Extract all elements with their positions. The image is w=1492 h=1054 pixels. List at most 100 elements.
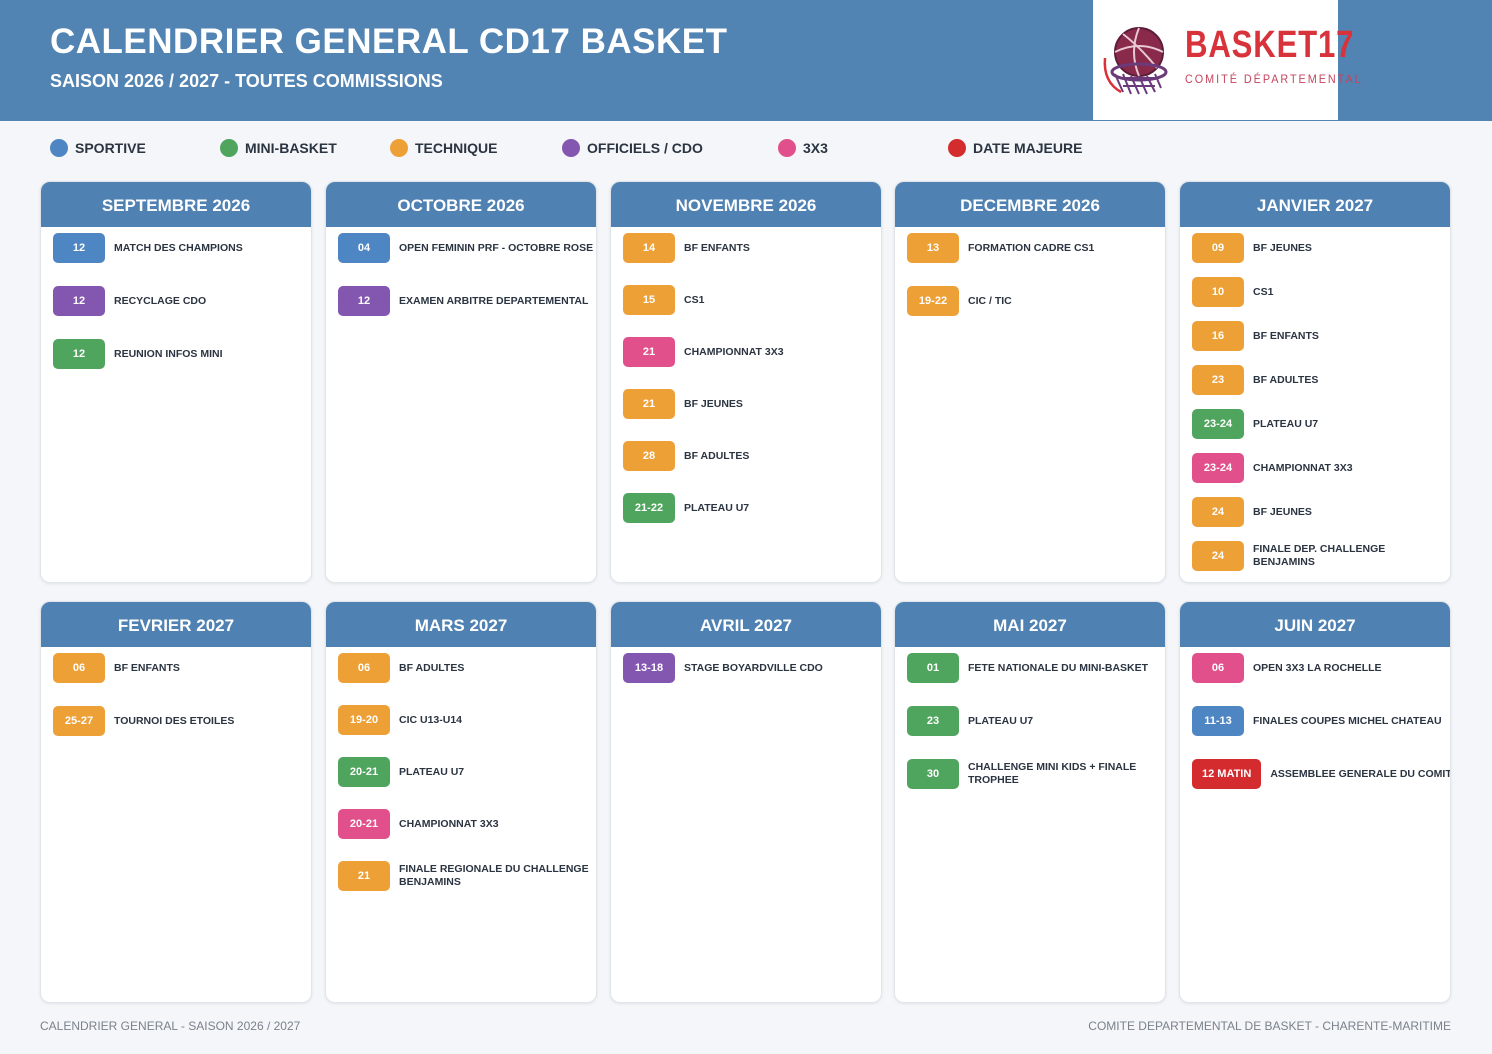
event-date-badge: 12 MATIN [1192, 759, 1262, 789]
event-label: PLATEAU U7 [968, 714, 1034, 727]
event-item: 13-18 STAGE BOYARDVILLE CDO [623, 653, 881, 683]
event-label: BF ADULTES [1253, 373, 1319, 386]
event-label: EXAMEN ARBITRE DEPARTEMENTAL [399, 294, 589, 307]
month-card: OCTOBRE 2026 04 OPEN FEMININ PRF - OCTOBRE… [325, 181, 597, 583]
event-label: ASSEMBLEE GENERALE DU COMITE [1270, 767, 1451, 780]
legend-dot-icon [948, 139, 966, 157]
event-item: 14 BF ENFANTS [623, 233, 881, 263]
event-label: REUNION INFOS MINI [114, 347, 223, 360]
event-date-badge: 24 [1192, 497, 1244, 527]
event-item: 24 FINALE DEP. CHALLENGE BENJAMINS [1192, 541, 1450, 571]
event-date-badge: 12 [53, 233, 105, 263]
event-item: 10 CS1 [1192, 277, 1450, 307]
legend-item: SPORTIVE [50, 139, 146, 157]
event-label: BF JEUNES [684, 397, 743, 410]
event-date-badge: 06 [53, 653, 105, 683]
event-label: BF JEUNES [1253, 505, 1312, 518]
event-date-badge: 21 [623, 337, 675, 367]
event-date-badge: 20-21 [338, 757, 390, 787]
event-date-badge: 11-13 [1192, 706, 1244, 736]
event-date-badge: 23 [907, 706, 959, 736]
event-item: 20-21 CHAMPIONNAT 3X3 [338, 809, 596, 839]
month-title: JANVIER 2027 [1180, 182, 1450, 227]
event-item: 01 FETE NATIONALE DU MINI-BASKET [907, 653, 1165, 683]
legend-label: TECHNIQUE [415, 140, 498, 156]
legend-item: DATE MAJEURE [948, 139, 1082, 157]
page-subtitle: SAISON 2026 / 2027 - TOUTES COMMISSIONS [50, 71, 443, 91]
legend-dot-icon [220, 139, 238, 157]
event-item: 21 CHAMPIONNAT 3X3 [623, 337, 881, 367]
event-label: CS1 [684, 293, 705, 306]
month-card: JANVIER 2027 09 BF JEUNES 10 CS1 16 BF ENFANTS… [1179, 181, 1451, 583]
basketball-logo-icon [1103, 27, 1168, 95]
event-label: BF ENFANTS [114, 661, 180, 674]
event-date-badge: 21-22 [623, 493, 675, 523]
event-label: CHAMPIONNAT 3X3 [399, 817, 499, 830]
event-label: STAGE BOYARDVILLE CDO [684, 661, 823, 674]
event-label: CHALLENGE MINI KIDS + FINALE TROPHEE [968, 761, 1137, 786]
event-item: 12 MATCH DES CHAMPIONS [53, 233, 311, 263]
event-label: OPEN FEMININ PRF - OCTOBRE ROSE [399, 241, 594, 254]
event-item: 23 PLATEAU U7 [907, 706, 1165, 736]
month-title: NOVEMBRE 2026 [611, 182, 881, 227]
legend-dot-icon [778, 139, 796, 157]
month-card: JUIN 2027 06 OPEN 3X3 LA ROCHELLE 11-13 FINA… [1179, 601, 1451, 1003]
event-date-badge: 19-22 [907, 286, 959, 316]
logo-text: BASKET17 [1185, 24, 1355, 66]
event-label: OPEN 3X3 LA ROCHELLE [1253, 661, 1382, 674]
event-label: FINALE REGIONALE DU CHALLENGE BENJAMINS [399, 863, 589, 888]
month-title: DECEMBRE 2026 [895, 182, 1165, 227]
event-label: TOURNOI DES ETOILES [114, 714, 235, 727]
event-item: 06 OPEN 3X3 LA ROCHELLE [1192, 653, 1450, 683]
event-date-badge: 16 [1192, 321, 1244, 351]
month-card: FEVRIER 2027 06 BF ENFANTS 25-27 TOURNOI DES… [40, 601, 312, 1003]
event-date-badge: 13 [907, 233, 959, 263]
event-item: 28 BF ADULTES [623, 441, 881, 471]
month-card: MARS 2027 06 BF ADULTES 19-20 CIC U13-U14 20-… [325, 601, 597, 1003]
footer-left: CALENDRIER GENERAL - SAISON 2026 / 2027 [40, 1019, 301, 1033]
event-date-badge: 12 [53, 286, 105, 316]
month-title: FEVRIER 2027 [41, 602, 311, 647]
legend-label: DATE MAJEURE [973, 140, 1083, 156]
event-date-badge: 10 [1192, 277, 1244, 307]
legend-item: OFFICIELS / CDO [562, 139, 703, 157]
event-item: 24 BF JEUNES [1192, 497, 1450, 527]
event-item: 21 BF JEUNES [623, 389, 881, 419]
event-item: 19-20 CIC U13-U14 [338, 705, 596, 735]
month-card: SEPTEMBRE 2026 12 MATCH DES CHAMPIONS 12 REC… [40, 181, 312, 583]
event-item: 23-24 CHAMPIONNAT 3X3 [1192, 453, 1450, 483]
event-label: PLATEAU U7 [684, 501, 750, 514]
event-label: CHAMPIONNAT 3X3 [1253, 461, 1353, 474]
event-item: 23 BF ADULTES [1192, 365, 1450, 395]
legend-label: 3X3 [803, 140, 828, 156]
event-item: 11-13 FINALES COUPES MICHEL CHATEAU [1192, 706, 1450, 736]
event-label: CHAMPIONNAT 3X3 [684, 345, 784, 358]
legend-dot-icon [390, 139, 408, 157]
event-date-badge: 14 [623, 233, 675, 263]
event-date-badge: 09 [1192, 233, 1244, 263]
legend-item: 3X3 [778, 139, 828, 157]
legend-dot-icon [50, 139, 68, 157]
month-title: OCTOBRE 2026 [326, 182, 596, 227]
event-date-badge: 01 [907, 653, 959, 683]
legend-label: MINI-BASKET [245, 140, 337, 156]
legend-dot-icon [562, 139, 580, 157]
event-date-badge: 12 [338, 286, 390, 316]
event-date-badge: 04 [338, 233, 390, 263]
event-label: PLATEAU U7 [1253, 417, 1319, 430]
event-date-badge: 21 [623, 389, 675, 419]
month-card: NOVEMBRE 2026 14 BF ENFANTS 15 CS1 21 CHAMPION… [610, 181, 882, 583]
event-item: 20-21 PLATEAU U7 [338, 757, 596, 787]
footer-right: COMITE DEPARTEMENTAL DE BASKET - CHARENT… [1088, 1019, 1451, 1033]
month-card: DECEMBRE 2026 13 FORMATION CADRE CS1 19-22 C… [894, 181, 1166, 583]
event-item: 06 BF ENFANTS [53, 653, 311, 683]
legend-label: OFFICIELS / CDO [587, 140, 703, 156]
event-label: CIC U13-U14 [399, 713, 463, 726]
month-title: SEPTEMBRE 2026 [41, 182, 311, 227]
event-date-badge: 25-27 [53, 706, 105, 736]
event-label: BF ADULTES [684, 449, 750, 462]
event-item: 16 BF ENFANTS [1192, 321, 1450, 351]
event-item: 23-24 PLATEAU U7 [1192, 409, 1450, 439]
event-date-badge: 12 [53, 339, 105, 369]
event-item: 12 REUNION INFOS MINI [53, 339, 311, 369]
